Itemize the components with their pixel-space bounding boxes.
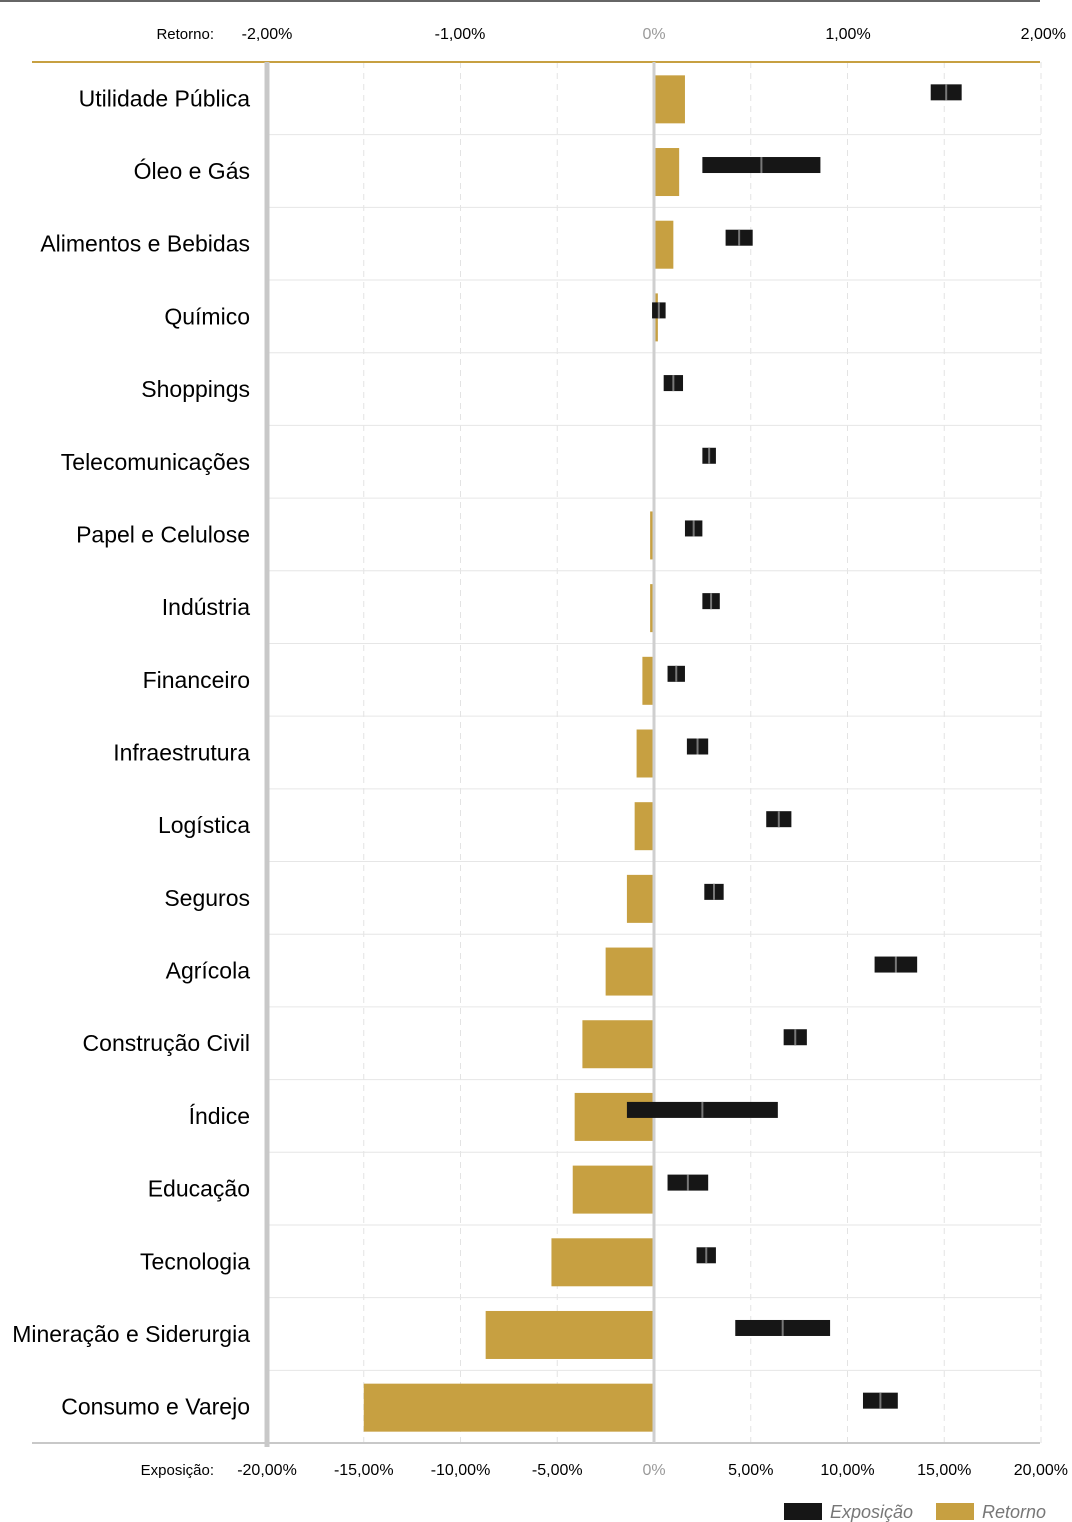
return-bar [654,220,674,269]
top-axis-tick-label: 1,00% [825,26,870,43]
return-series [363,75,685,1432]
category-label: Agrícola [166,958,251,984]
bottom-axis-ticks: -20,00% -15,00% -10,00% -5,00% 0% 5,00% 10,00%… [237,1462,1068,1479]
category-label: Utilidade Pública [79,85,251,111]
return-bar [551,1238,654,1287]
return-bar [654,148,680,197]
return-bar [582,1020,654,1069]
category-label: Alimentos e Bebidas [40,231,250,257]
category-label: Consumo e Varejo [61,1394,250,1420]
category-label: Educação [148,1176,250,1202]
category-label: Shoppings [141,376,250,402]
legend-label-retorno: Retorno [982,1502,1046,1522]
top-axis-tick-label: -2,00% [242,26,293,43]
return-bar [636,729,654,778]
return-bar [485,1310,654,1359]
return-bar [642,656,654,705]
category-label: Seguros [164,885,250,911]
return-bar [626,874,654,923]
return-bar [572,1165,654,1214]
bottom-axis-tick-label: 5,00% [728,1462,773,1479]
bottom-axis-tick-label: 10,00% [820,1462,874,1479]
legend-swatch-retorno [936,1503,974,1520]
category-label: Indústria [162,594,250,620]
bottom-axis-tick-label: -10,00% [431,1462,491,1479]
category-label: Químico [164,303,250,329]
category-label: Mineração e Siderurgia [12,1321,250,1347]
bottom-axis-tick-label: 0% [642,1462,665,1479]
top-axis-title: Retorno: [156,26,214,43]
return-bar [634,802,654,851]
exposure-series [626,84,962,1409]
top-axis-ticks: -2,00% -1,00% 0% 1,00% 2,00% [242,26,1066,43]
return-bar [654,75,685,124]
return-bar [605,947,654,996]
top-axis-tick-label: 2,00% [1021,26,1066,43]
category-label: Construção Civil [83,1030,250,1056]
bottom-axis-tick-label: -5,00% [532,1462,583,1479]
bottom-axis-tick-label: -20,00% [237,1462,297,1479]
top-axis-tick-label: -1,00% [435,26,486,43]
return-bar [363,1383,654,1432]
bottom-axis-tick-label: 20,00% [1014,1462,1068,1479]
category-label: Telecomunicações [61,449,250,475]
category-label: Infraestrutura [113,740,250,766]
category-labels: Utilidade Pública Óleo e Gás Alimentos e B… [12,85,250,1419]
top-axis-tick-label: 0% [642,26,665,43]
category-label: Financeiro [143,667,250,693]
return-bar [650,511,654,560]
category-label: Logística [158,812,250,838]
category-label: Óleo e Gás [134,158,250,184]
category-label: Papel e Celulose [76,521,250,547]
legend-label-exposicao: Exposição [830,1502,913,1522]
category-label: Índice [189,1103,250,1129]
bottom-axis-title: Exposição: [141,1462,214,1479]
return-bar [650,584,654,633]
legend-swatch-exposicao [784,1503,822,1520]
category-label: Tecnologia [140,1248,250,1274]
bottom-axis-tick-label: -15,00% [334,1462,394,1479]
legend: Exposição Retorno [784,1502,1046,1522]
bottom-axis-tick-label: 15,00% [917,1462,971,1479]
